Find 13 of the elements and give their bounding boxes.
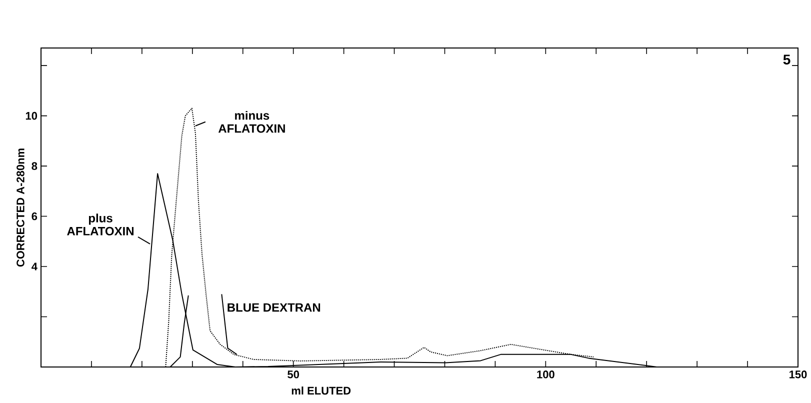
x-tick-label: 100 xyxy=(537,370,554,378)
y-tick-label: 4 xyxy=(32,262,38,270)
x-axis-title: ml ELUTED xyxy=(292,386,351,395)
annotation: plus AFLATOXIN xyxy=(67,214,134,236)
x-tick-label: 50 xyxy=(288,370,299,378)
x-tick-label: 150 xyxy=(790,370,807,378)
y-tick-label: 8 xyxy=(32,162,38,170)
y-tick-label: 6 xyxy=(32,212,38,220)
annotation: BLUE DEXTRAN xyxy=(228,303,320,312)
annotation: minus AFLATOXIN xyxy=(218,110,285,133)
y-tick-label: 10 xyxy=(26,112,38,120)
y-axis-title: CORRECTED A-280nm xyxy=(16,148,24,267)
annotation: 5 xyxy=(783,54,790,64)
